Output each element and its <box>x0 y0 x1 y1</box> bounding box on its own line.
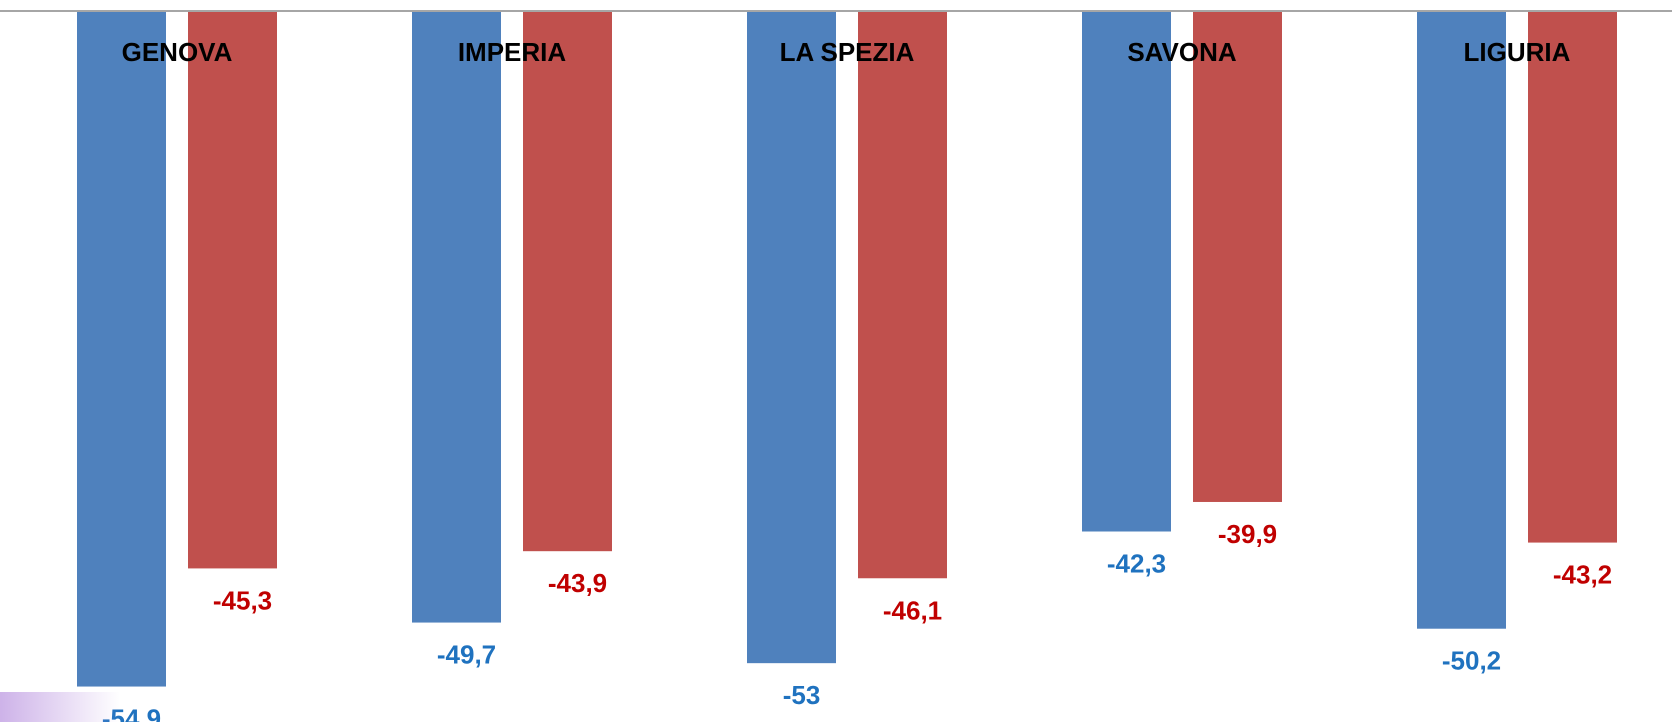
value-label-imperia-s2: -43,9 <box>548 568 607 598</box>
value-label-liguria-s1: -50,2 <box>1442 646 1501 676</box>
value-label-la-spezia-s2: -46,1 <box>883 595 942 625</box>
bar-liguria-s1 <box>1417 11 1506 629</box>
value-label-savona-s2: -39,9 <box>1218 519 1277 549</box>
bar-la-spezia-s2 <box>858 11 947 579</box>
category-label-la-spezia: LA SPEZIA <box>780 37 915 67</box>
bar-savona-s2 <box>1193 11 1282 502</box>
category-label-imperia: IMPERIA <box>458 37 567 67</box>
bar-la-spezia-s1 <box>747 11 836 664</box>
bars-group <box>77 11 1617 687</box>
bar-liguria-s2 <box>1528 11 1617 543</box>
value-label-la-spezia-s1: -53 <box>783 680 821 710</box>
bar-genova-s1 <box>77 11 166 687</box>
value-label-liguria-s2: -43,2 <box>1553 560 1612 590</box>
category-label-genova: GENOVA <box>122 37 233 67</box>
category-label-liguria: LIGURIA <box>1464 37 1571 67</box>
value-label-savona-s1: -42,3 <box>1107 549 1166 579</box>
category-label-savona: SAVONA <box>1127 37 1237 67</box>
value-label-imperia-s1: -49,7 <box>437 640 496 670</box>
value-label-genova-s2: -45,3 <box>213 585 272 615</box>
bar-imperia-s1 <box>412 11 501 623</box>
value-labels: -54,9-45,3-49,7-43,9-53-46,1-42,3-39,9-5… <box>102 519 1612 722</box>
bar-savona-s1 <box>1082 11 1171 532</box>
bar-genova-s2 <box>188 11 277 569</box>
corner-decoration <box>0 692 120 722</box>
bar-imperia-s2 <box>523 11 612 552</box>
category-labels: GENOVA IMPERIA LA SPEZIA SAVONA LIGURIA <box>122 37 1571 67</box>
